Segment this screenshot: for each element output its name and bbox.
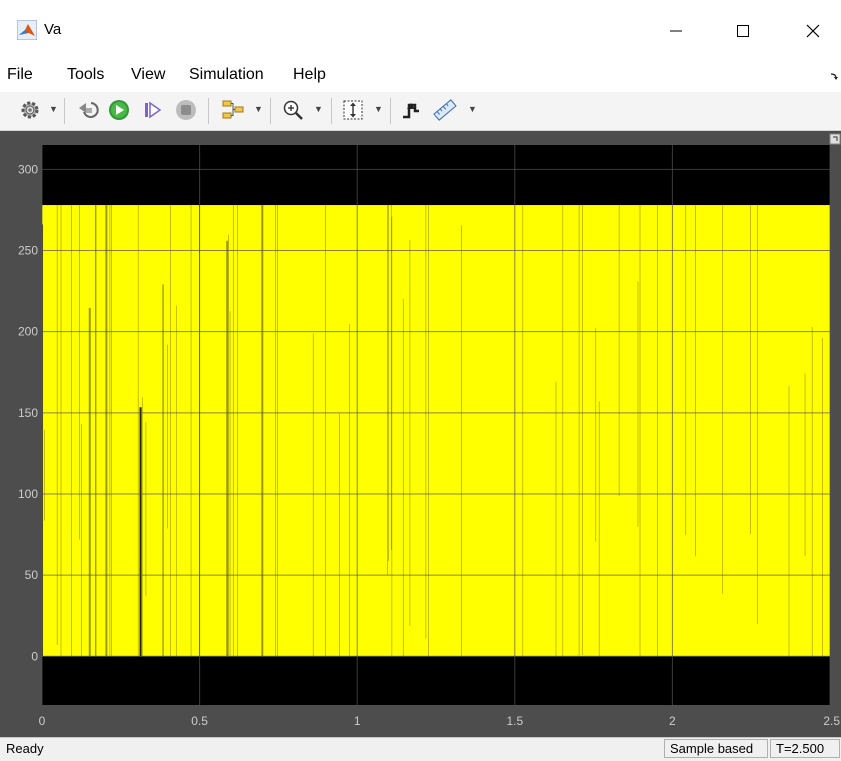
- signal-trace: [42, 205, 830, 657]
- toolbar-separator: [64, 98, 65, 124]
- x-tick-label: 2.5: [823, 714, 840, 728]
- undock-icon[interactable]: [829, 133, 841, 145]
- y-tick-label: 50: [25, 568, 39, 582]
- toolbar: ▼ ▼: [0, 92, 841, 131]
- scope-plot[interactable]: 0 50 100 150 200 250 300 0 0.5 1 1.5 2 2.5: [0, 131, 841, 737]
- y-axis-ticks: 0 50 100 150 200 250 300: [18, 162, 38, 663]
- settings-dropdown-icon[interactable]: ▼: [49, 104, 58, 114]
- y-tick-label: 200: [18, 325, 38, 339]
- toolbar-separator: [270, 98, 271, 124]
- window-title: Va: [44, 21, 62, 38]
- zoom-dropdown-icon[interactable]: ▼: [314, 104, 323, 114]
- measurements-icon: [433, 99, 457, 121]
- status-bar: Ready Sample based T=2.500: [0, 737, 841, 761]
- x-tick-label: 1: [354, 714, 361, 728]
- status-text: Ready: [6, 741, 44, 756]
- close-icon: [806, 24, 820, 38]
- run-button[interactable]: [107, 98, 131, 122]
- y-tick-label: 100: [18, 487, 38, 501]
- run-icon: [109, 100, 129, 120]
- x-tick-label: 1.5: [506, 714, 523, 728]
- zoom-in-icon: [283, 100, 303, 120]
- x-tick-label: 0.5: [191, 714, 208, 728]
- signal-band: [42, 205, 830, 657]
- close-button[interactable]: [790, 12, 836, 50]
- toolbar-separator: [331, 98, 332, 124]
- minimize-button[interactable]: [653, 12, 699, 50]
- menu-simulation[interactable]: Simulation: [189, 66, 264, 83]
- sample-mode-indicator: Sample based: [664, 739, 768, 758]
- menu-bar: File Tools View Simulation Help: [0, 58, 841, 92]
- x-tick-label: 0: [39, 714, 46, 728]
- y-tick-label: 300: [18, 162, 38, 176]
- matlab-logo-icon: [17, 20, 37, 40]
- menu-view[interactable]: View: [131, 66, 166, 83]
- step-forward-icon: [145, 101, 162, 119]
- scope-display: 0 50 100 150 200 250 300 0 0.5 1 1.5 2 2.5: [0, 131, 841, 737]
- signal-selector-button[interactable]: [220, 98, 246, 122]
- signal-selector-icon: [222, 100, 244, 119]
- y-tick-label: 250: [18, 244, 38, 258]
- stop-button[interactable]: [174, 98, 198, 122]
- settings-button[interactable]: [18, 98, 42, 122]
- settings-gear-icon: [21, 101, 39, 119]
- step-back-icon: [79, 102, 99, 118]
- measurements-dropdown-icon[interactable]: ▼: [468, 104, 477, 114]
- toolbar-separator: [390, 98, 391, 124]
- menu-file[interactable]: File: [7, 66, 33, 83]
- maximize-button[interactable]: [720, 12, 766, 50]
- y-tick-label: 150: [18, 406, 38, 420]
- scale-axes-icon: [343, 100, 363, 120]
- title-bar: Va: [0, 0, 841, 58]
- minimize-icon: [670, 30, 682, 32]
- menu-tools[interactable]: Tools: [67, 66, 105, 83]
- stop-icon: [176, 100, 196, 120]
- simulation-time-indicator: T=2.500: [770, 739, 840, 758]
- zoom-in-button[interactable]: [281, 98, 305, 122]
- step-forward-button[interactable]: [140, 98, 164, 122]
- scale-axes-button[interactable]: [341, 98, 365, 122]
- x-axis-ticks: 0 0.5 1 1.5 2 2.5: [39, 714, 841, 728]
- maximize-icon: [737, 25, 749, 37]
- step-back-button[interactable]: [76, 98, 100, 122]
- menu-help[interactable]: Help: [293, 66, 326, 83]
- triggers-icon: [403, 103, 419, 119]
- toolbar-separator: [208, 98, 209, 124]
- y-tick-label: 0: [31, 649, 38, 663]
- scale-axes-dropdown-icon[interactable]: ▼: [374, 104, 383, 114]
- menu-overflow-arrow-icon[interactable]: [830, 72, 838, 80]
- triggers-button[interactable]: [399, 98, 423, 122]
- x-tick-label: 2: [669, 714, 676, 728]
- signal-selector-dropdown-icon[interactable]: ▼: [254, 104, 263, 114]
- grid-lines: [41, 145, 831, 705]
- measurements-button[interactable]: [432, 98, 458, 122]
